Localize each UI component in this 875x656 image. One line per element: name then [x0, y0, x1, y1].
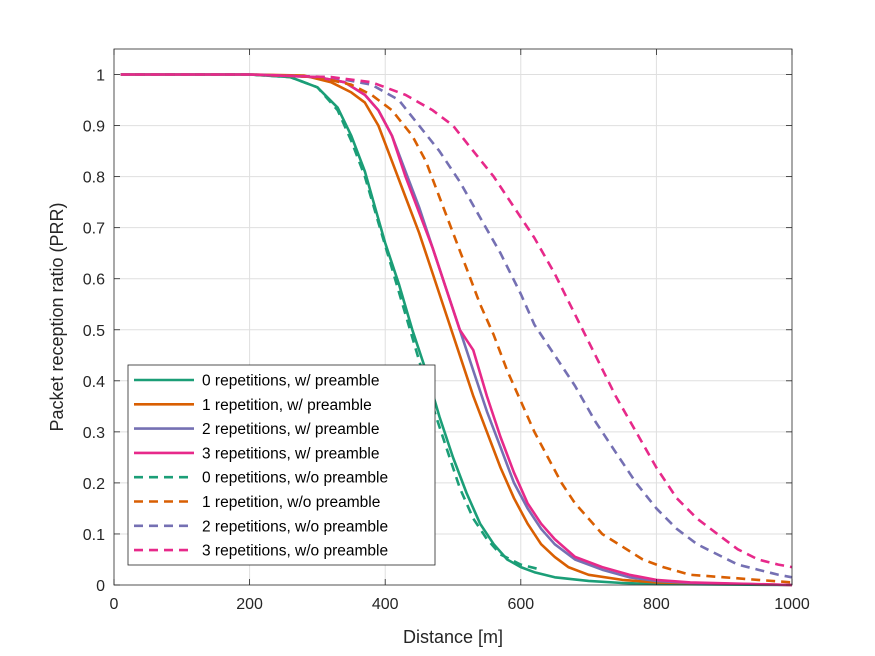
y-tick-label: 0.5 [83, 323, 105, 340]
y-axis-label: Packet reception ratio (PRR) [47, 202, 67, 431]
series-line-2 [120, 73, 793, 587]
legend-label-8: 3 repetitions, w/o preamble [202, 543, 388, 560]
legend: 0 repetitions, w/ preamble 1 repetition, … [127, 364, 436, 566]
x-tick-label: 800 [643, 596, 670, 613]
series-line-4 [120, 73, 793, 587]
legend-label-5: 0 repetitions, w/o preamble [202, 470, 388, 487]
legend-label-1: 0 repetitions, w/ preamble [202, 373, 379, 390]
legend-label-2: 1 repetition, w/ preamble [202, 397, 372, 414]
legend-box [127, 364, 436, 566]
y-tick-label: 0.9 [83, 119, 105, 136]
legend-label-6: 1 repetition, w/o preamble [202, 494, 380, 511]
x-axis-label: Distance [m] [403, 627, 503, 647]
y-tick-label: 1 [96, 68, 105, 85]
legend-label-3: 2 repetitions, w/ preamble [202, 421, 379, 438]
x-tick-label: 600 [507, 596, 534, 613]
legend-label-7: 2 repetitions, w/o preamble [202, 518, 388, 535]
x-tick-label: 400 [372, 596, 399, 613]
series-line-7 [120, 73, 793, 579]
series-line-5 [120, 73, 542, 571]
x-tick-label: 200 [236, 596, 263, 613]
y-tick-label: 0.6 [83, 272, 105, 289]
ticks-layer: 0 200 400 600 800 1000 0 0.1 0.2 0.3 0.4 0.5 0.6 0.7 0… [83, 49, 810, 613]
y-tick-label: 0 [96, 578, 105, 595]
series-layer [120, 73, 793, 587]
series-line-6 [120, 73, 793, 584]
legend-label-4: 3 repetitions, w/ preamble [202, 445, 379, 462]
y-tick-label: 0.2 [83, 476, 105, 493]
series-line-1 [120, 73, 793, 587]
series-line-8 [120, 73, 793, 569]
x-tick-label: 1000 [774, 596, 810, 613]
y-tick-label: 0.7 [83, 221, 105, 238]
x-tick-label: 0 [110, 596, 119, 613]
y-tick-label: 0.1 [83, 527, 105, 544]
y-tick-label: 0.4 [83, 374, 105, 391]
axes-box [113, 48, 793, 586]
y-tick-label: 0.3 [83, 425, 105, 442]
y-tick-label: 0.8 [83, 170, 105, 187]
